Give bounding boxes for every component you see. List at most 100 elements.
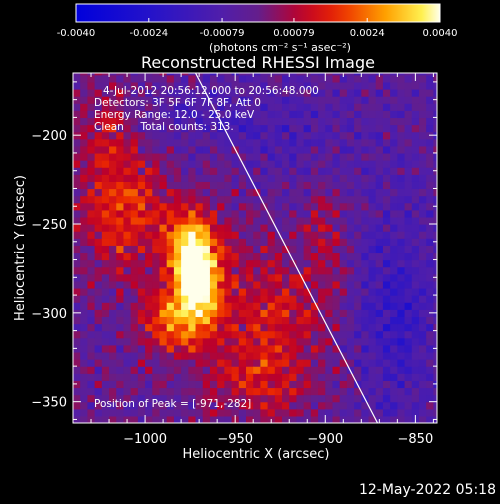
heatmap-cell [361,259,370,268]
heatmap-cell [224,266,233,275]
heatmap-cell [181,195,189,204]
heatmap-cell [253,138,262,147]
heatmap-cell [137,96,146,104]
heatmap-cell [318,103,326,111]
heatmap-cell [390,259,398,268]
heatmap-cell [130,266,139,275]
heatmap-cell [296,238,305,246]
heatmap-cell [116,394,125,403]
heatmap-cell [238,96,247,104]
heatmap-cell [332,415,341,423]
heatmap-cell [296,216,305,225]
heatmap-cell [361,309,370,317]
heatmap-cell [296,366,305,374]
heatmap-cell [267,96,276,104]
heatmap-cell [87,273,96,282]
heatmap-cell [318,408,326,417]
heatmap-cell [101,124,110,133]
heatmap-cell [181,74,189,83]
heatmap-cell [339,145,348,154]
heatmap-cell [224,103,233,111]
heatmap-cell [152,181,161,190]
heatmap-cell [231,373,240,381]
heatmap-cell [130,96,139,104]
heatmap-cell [109,152,117,161]
heatmap-cell [382,252,391,261]
heatmap-cell [267,174,276,182]
heatmap-cell [318,359,326,367]
heatmap-cell [303,103,312,111]
heatmap-cell [325,295,334,303]
heatmap-cell [202,408,211,417]
heatmap-cell [152,309,161,317]
heatmap-cell [411,366,420,374]
heatmap-cell [289,73,298,76]
heatmap-cell [426,408,434,417]
heatmap-cell [390,110,398,119]
heatmap-cell [188,202,197,211]
heatmap-cell [217,252,225,261]
heatmap-cell [325,259,334,268]
heatmap-cell [339,160,348,168]
heatmap-cell [390,373,398,381]
heatmap-cell [274,103,283,111]
heatmap-cell [195,238,204,246]
heatmap-cell [390,238,398,246]
heatmap-cell [289,238,298,246]
heatmap-cell [195,323,204,332]
heatmap-cell [368,73,377,76]
heatmap-cell [173,273,182,282]
heatmap-cell [382,202,391,211]
heatmap-cell [80,415,89,423]
heatmap-cell [303,273,312,282]
heatmap-cell [296,323,305,332]
heatmap-cell [101,231,110,239]
heatmap-cell [101,401,110,410]
heatmap-cell [109,401,117,410]
heatmap-cell [390,145,398,154]
heatmap-cell [152,231,161,239]
heatmap-cell [289,110,298,119]
heatmap-cell [267,337,276,346]
heatmap-cell [289,195,298,204]
heatmap-cell [282,110,290,119]
heatmap-cell [137,394,146,403]
heatmap-cell [137,110,146,119]
heatmap-cell [181,351,189,360]
heatmap-cell [354,387,362,396]
heatmap-cell [224,202,233,211]
heatmap-cell [260,131,269,140]
heatmap-cell [209,245,218,254]
heatmap-cell [354,366,362,374]
heatmap-cell [418,366,427,374]
heatmap-cell [418,273,427,282]
heatmap-cell [296,117,305,126]
heatmap-cell [130,252,139,261]
heatmap-cell [339,195,348,204]
heatmap-cell [73,224,81,232]
heatmap-cell [397,359,406,367]
heatmap-cell [282,73,290,76]
heatmap-cell [238,259,247,268]
heatmap-cell [195,351,204,360]
heatmap-cell [274,209,283,218]
heatmap-cell [152,209,161,218]
heatmap-cell [303,224,312,232]
heatmap-cell [145,394,153,403]
heatmap-cell [260,273,269,282]
heatmap-cell [123,209,132,218]
heatmap-cell [123,380,132,389]
heatmap-cell [332,280,341,289]
heatmap-cell [159,202,168,211]
heatmap-cell [282,231,290,239]
heatmap-cell [209,195,218,204]
heatmap-cell [101,209,110,218]
heatmap-cell [101,394,110,403]
heatmap-cell [80,252,89,261]
heatmap-cell [116,96,125,104]
heatmap-cell [325,160,334,168]
heatmap-cell [209,74,218,83]
heatmap-cell [123,88,132,97]
heatmap-cell [433,117,437,126]
heatmap-cell [368,103,377,111]
